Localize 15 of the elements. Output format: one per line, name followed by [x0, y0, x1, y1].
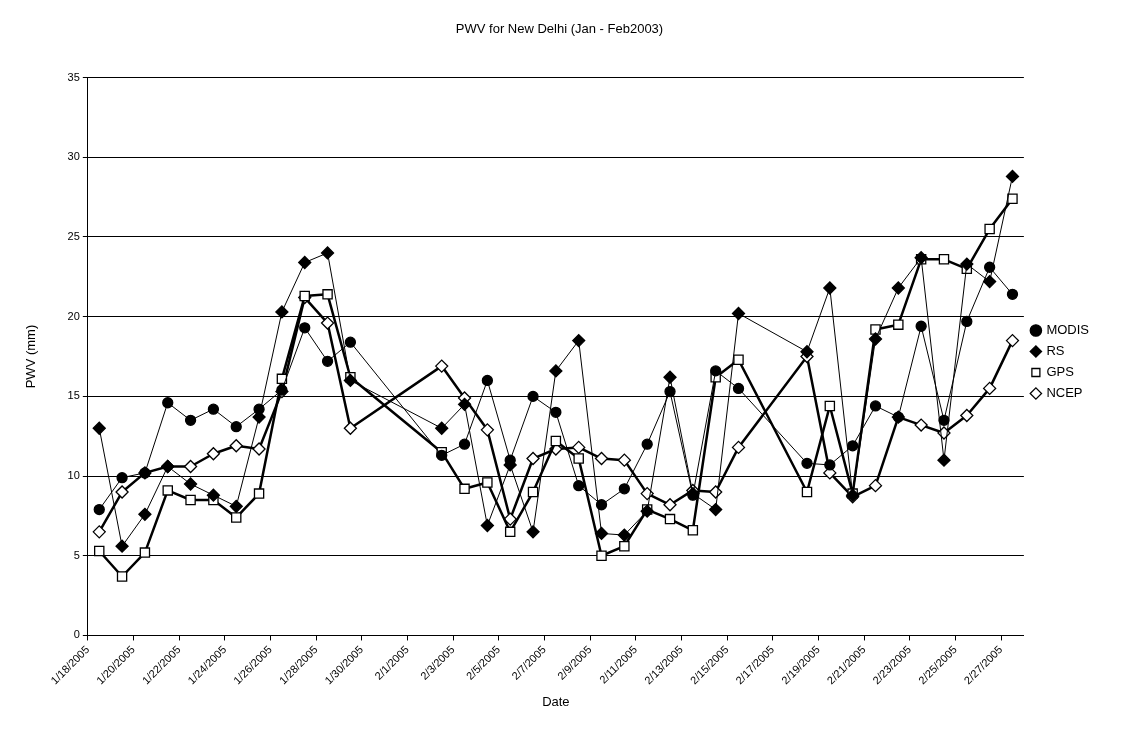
legend-label: GPS [1046, 364, 1075, 380]
y-axis-title: PWV (mm) [23, 324, 39, 389]
y-tick-label: 15 [67, 389, 80, 402]
y-tick-label: 35 [67, 70, 80, 83]
legend-label: RS [1046, 343, 1065, 359]
legend-label: MODIS [1046, 322, 1090, 338]
y-tick-label: 10 [67, 469, 80, 482]
legend-label: NCEP [1046, 385, 1083, 401]
y-tick-label: 30 [67, 150, 80, 163]
chart-title: PWV for New Delhi (Jan - Feb2003) [455, 21, 664, 37]
y-tick-label: 20 [67, 309, 80, 322]
x-axis-title: Date [542, 693, 570, 709]
y-tick-label: 25 [67, 230, 80, 243]
y-tick-label: 5 [73, 548, 80, 561]
y-tick-label: 0 [73, 628, 80, 641]
